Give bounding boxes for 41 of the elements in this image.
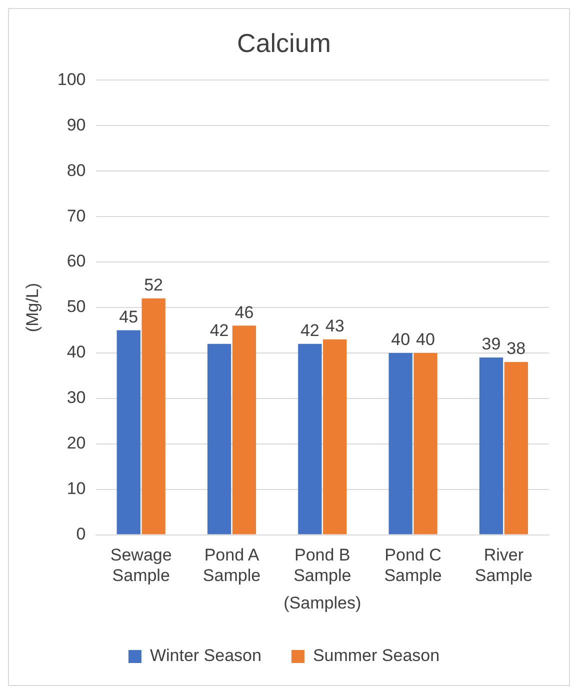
x-tick-label: River Sample	[474, 546, 532, 586]
y-tick-label: 80	[66, 160, 86, 180]
data-label: 40	[416, 330, 435, 350]
data-label: 52	[144, 276, 164, 295]
y-tick-label: 30	[66, 388, 86, 408]
y-axis-title: (Mg/L)	[22, 282, 42, 332]
bar	[504, 362, 528, 534]
legend-label: Winter Season	[150, 646, 262, 666]
bar	[116, 330, 140, 534]
x-tick-label: Pond A Sample	[202, 546, 261, 586]
data-label: 45	[119, 307, 138, 326]
data-label: 46	[234, 302, 254, 322]
data-label: 39	[482, 334, 501, 354]
bar	[142, 298, 166, 534]
y-tick-label: 90	[66, 115, 86, 134]
bar	[207, 344, 232, 534]
bar	[479, 358, 504, 534]
bar	[414, 352, 438, 534]
data-label: 42	[300, 321, 320, 340]
bar	[388, 352, 412, 534]
x-tick-label: Pond C Sample	[384, 546, 442, 586]
data-label: 38	[506, 339, 526, 358]
x-tick-label: Pond B Sample	[294, 546, 352, 586]
x-axis-title: (Samples)	[284, 593, 362, 612]
y-tick-label: 100	[57, 70, 86, 89]
chart-title: Calcium	[237, 28, 331, 58]
bar	[323, 339, 347, 534]
y-tick-label: 50	[66, 297, 86, 316]
y-tick-label: 10	[66, 479, 86, 498]
legend-label: Summer Season	[312, 646, 440, 666]
data-label: 42	[210, 321, 229, 340]
y-tick-label: 60	[66, 252, 86, 271]
y-tick-label: 20	[66, 434, 86, 453]
bar	[298, 344, 322, 534]
bar	[232, 326, 256, 534]
data-label: 43	[325, 316, 344, 336]
y-tick-label: 40	[66, 342, 86, 362]
data-label: 40	[391, 330, 410, 350]
x-tick-label: Sewage Sample	[110, 546, 172, 586]
y-tick-label: 70	[66, 206, 86, 226]
y-tick-label: 0	[76, 524, 86, 544]
